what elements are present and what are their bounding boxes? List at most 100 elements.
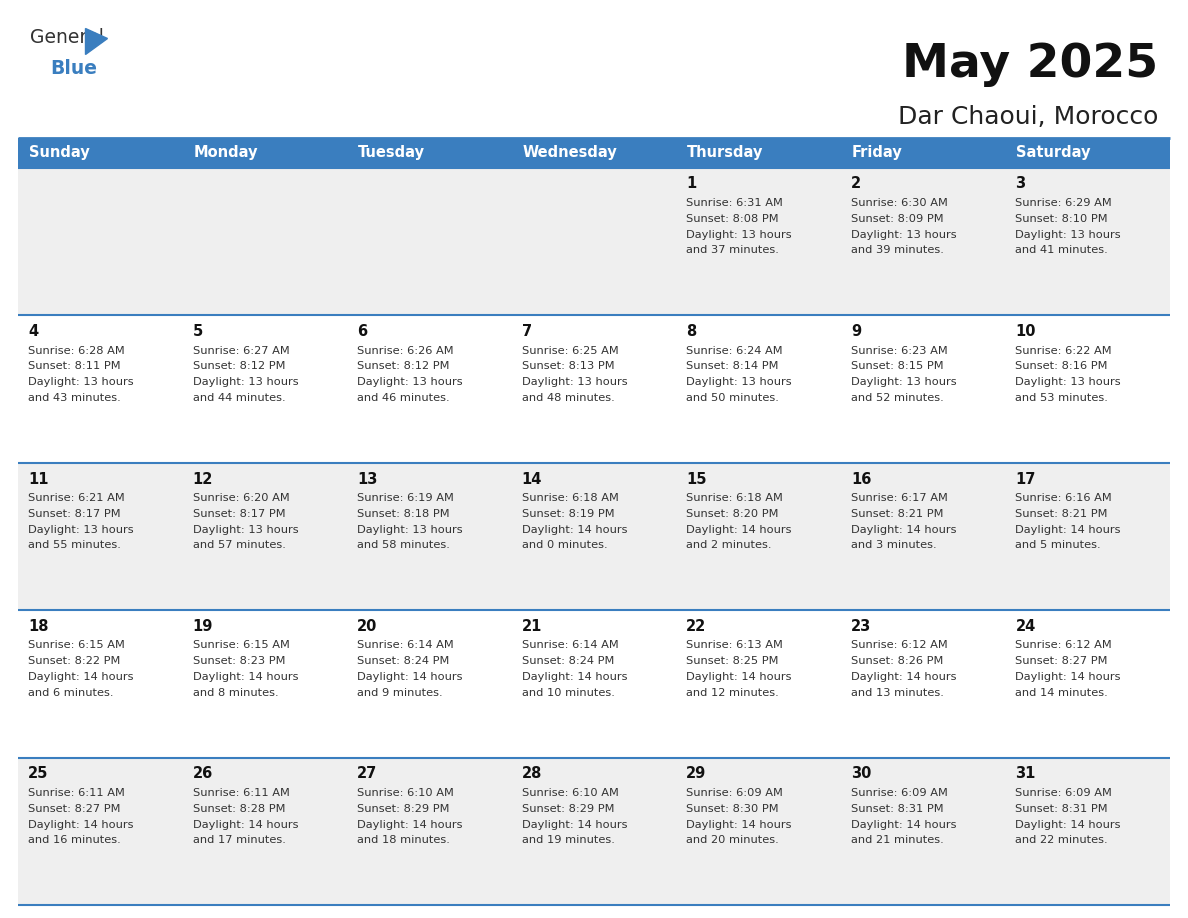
Text: Daylight: 14 hours: Daylight: 14 hours	[1016, 524, 1121, 534]
Text: Sunset: 8:26 PM: Sunset: 8:26 PM	[851, 656, 943, 666]
Text: Sunrise: 6:27 AM: Sunrise: 6:27 AM	[192, 345, 290, 355]
Text: and 20 minutes.: and 20 minutes.	[687, 835, 779, 845]
Text: Sunset: 8:27 PM: Sunset: 8:27 PM	[1016, 656, 1108, 666]
Text: and 48 minutes.: and 48 minutes.	[522, 393, 614, 403]
Text: 2: 2	[851, 176, 861, 192]
Text: and 16 minutes.: and 16 minutes.	[29, 835, 121, 845]
Text: 28: 28	[522, 767, 542, 781]
Text: and 22 minutes.: and 22 minutes.	[1016, 835, 1108, 845]
Text: 7: 7	[522, 324, 532, 339]
Bar	[18, 757, 1170, 905]
Text: 17: 17	[1016, 472, 1036, 487]
Text: Daylight: 14 hours: Daylight: 14 hours	[29, 820, 133, 830]
Text: Blue: Blue	[50, 59, 97, 78]
Text: and 58 minutes.: and 58 minutes.	[358, 541, 450, 551]
Text: Daylight: 13 hours: Daylight: 13 hours	[522, 377, 627, 387]
Text: Sunrise: 6:23 AM: Sunrise: 6:23 AM	[851, 345, 948, 355]
Text: 3: 3	[1016, 176, 1025, 192]
Text: and 39 minutes.: and 39 minutes.	[851, 245, 943, 255]
Text: Sunset: 8:17 PM: Sunset: 8:17 PM	[29, 509, 121, 519]
Text: 11: 11	[29, 472, 49, 487]
Text: 16: 16	[851, 472, 871, 487]
Text: Wednesday: Wednesday	[523, 145, 618, 161]
Text: Sunrise: 6:18 AM: Sunrise: 6:18 AM	[522, 493, 619, 503]
Text: and 3 minutes.: and 3 minutes.	[851, 541, 936, 551]
Text: Sunset: 8:08 PM: Sunset: 8:08 PM	[687, 214, 779, 224]
Text: 10: 10	[1016, 324, 1036, 339]
Text: and 8 minutes.: and 8 minutes.	[192, 688, 278, 698]
Text: Saturday: Saturday	[1017, 145, 1091, 161]
Text: Sunrise: 6:11 AM: Sunrise: 6:11 AM	[29, 788, 125, 798]
Text: Sunrise: 6:09 AM: Sunrise: 6:09 AM	[687, 788, 783, 798]
Text: and 50 minutes.: and 50 minutes.	[687, 393, 779, 403]
Bar	[183, 138, 347, 167]
Text: Sunrise: 6:10 AM: Sunrise: 6:10 AM	[358, 788, 454, 798]
Text: Daylight: 13 hours: Daylight: 13 hours	[192, 377, 298, 387]
Text: Sunset: 8:21 PM: Sunset: 8:21 PM	[851, 509, 943, 519]
Text: and 46 minutes.: and 46 minutes.	[358, 393, 450, 403]
Text: Sunset: 8:24 PM: Sunset: 8:24 PM	[522, 656, 614, 666]
Text: General: General	[30, 28, 103, 47]
Text: and 41 minutes.: and 41 minutes.	[1016, 245, 1108, 255]
Text: Sunset: 8:12 PM: Sunset: 8:12 PM	[192, 362, 285, 371]
Text: 8: 8	[687, 324, 696, 339]
Text: Sunset: 8:16 PM: Sunset: 8:16 PM	[1016, 362, 1108, 371]
Text: Sunset: 8:29 PM: Sunset: 8:29 PM	[358, 804, 449, 813]
Text: Daylight: 14 hours: Daylight: 14 hours	[192, 672, 298, 682]
Text: and 52 minutes.: and 52 minutes.	[851, 393, 943, 403]
Text: Sunrise: 6:10 AM: Sunrise: 6:10 AM	[522, 788, 619, 798]
Text: Daylight: 14 hours: Daylight: 14 hours	[522, 524, 627, 534]
Bar	[18, 138, 183, 167]
Text: 13: 13	[358, 472, 378, 487]
Text: and 21 minutes.: and 21 minutes.	[851, 835, 943, 845]
Bar	[1005, 138, 1170, 167]
Text: Sunrise: 6:18 AM: Sunrise: 6:18 AM	[687, 493, 783, 503]
Bar	[512, 138, 676, 167]
Text: Daylight: 14 hours: Daylight: 14 hours	[29, 672, 133, 682]
Text: Daylight: 13 hours: Daylight: 13 hours	[1016, 377, 1121, 387]
Text: Sunrise: 6:21 AM: Sunrise: 6:21 AM	[29, 493, 125, 503]
Text: Sunset: 8:19 PM: Sunset: 8:19 PM	[522, 509, 614, 519]
Text: Sunrise: 6:13 AM: Sunrise: 6:13 AM	[687, 641, 783, 651]
Text: and 5 minutes.: and 5 minutes.	[1016, 541, 1101, 551]
Text: Sunrise: 6:12 AM: Sunrise: 6:12 AM	[851, 641, 948, 651]
Text: Thursday: Thursday	[688, 145, 764, 161]
Text: and 13 minutes.: and 13 minutes.	[851, 688, 943, 698]
Text: Sunday: Sunday	[29, 145, 90, 161]
Text: Daylight: 14 hours: Daylight: 14 hours	[358, 672, 462, 682]
Text: and 19 minutes.: and 19 minutes.	[522, 835, 614, 845]
Text: Daylight: 14 hours: Daylight: 14 hours	[522, 820, 627, 830]
Text: 21: 21	[522, 619, 542, 634]
Text: 12: 12	[192, 472, 213, 487]
Text: Daylight: 14 hours: Daylight: 14 hours	[358, 820, 462, 830]
Polygon shape	[86, 28, 107, 54]
Text: Sunset: 8:10 PM: Sunset: 8:10 PM	[1016, 214, 1108, 224]
Text: Sunrise: 6:24 AM: Sunrise: 6:24 AM	[687, 345, 783, 355]
Bar	[841, 138, 1005, 167]
Text: Sunset: 8:12 PM: Sunset: 8:12 PM	[358, 362, 449, 371]
Text: May 2025: May 2025	[902, 42, 1158, 87]
Text: Sunrise: 6:22 AM: Sunrise: 6:22 AM	[1016, 345, 1112, 355]
Text: Sunset: 8:18 PM: Sunset: 8:18 PM	[358, 509, 450, 519]
Text: Sunset: 8:11 PM: Sunset: 8:11 PM	[29, 362, 121, 371]
Bar	[676, 138, 841, 167]
Text: Sunset: 8:25 PM: Sunset: 8:25 PM	[687, 656, 779, 666]
Text: and 37 minutes.: and 37 minutes.	[687, 245, 779, 255]
Text: Sunset: 8:15 PM: Sunset: 8:15 PM	[851, 362, 943, 371]
Text: 6: 6	[358, 324, 367, 339]
Text: Sunset: 8:23 PM: Sunset: 8:23 PM	[192, 656, 285, 666]
Text: Tuesday: Tuesday	[358, 145, 425, 161]
Text: 14: 14	[522, 472, 542, 487]
Text: Sunset: 8:28 PM: Sunset: 8:28 PM	[192, 804, 285, 813]
Text: 18: 18	[29, 619, 49, 634]
Text: Daylight: 14 hours: Daylight: 14 hours	[1016, 672, 1121, 682]
Text: 30: 30	[851, 767, 871, 781]
Text: 26: 26	[192, 767, 213, 781]
Text: 20: 20	[358, 619, 378, 634]
Text: Sunrise: 6:28 AM: Sunrise: 6:28 AM	[29, 345, 125, 355]
Text: Daylight: 14 hours: Daylight: 14 hours	[192, 820, 298, 830]
Text: 24: 24	[1016, 619, 1036, 634]
Text: Sunrise: 6:11 AM: Sunrise: 6:11 AM	[192, 788, 290, 798]
Text: and 57 minutes.: and 57 minutes.	[192, 541, 285, 551]
Text: and 44 minutes.: and 44 minutes.	[192, 393, 285, 403]
